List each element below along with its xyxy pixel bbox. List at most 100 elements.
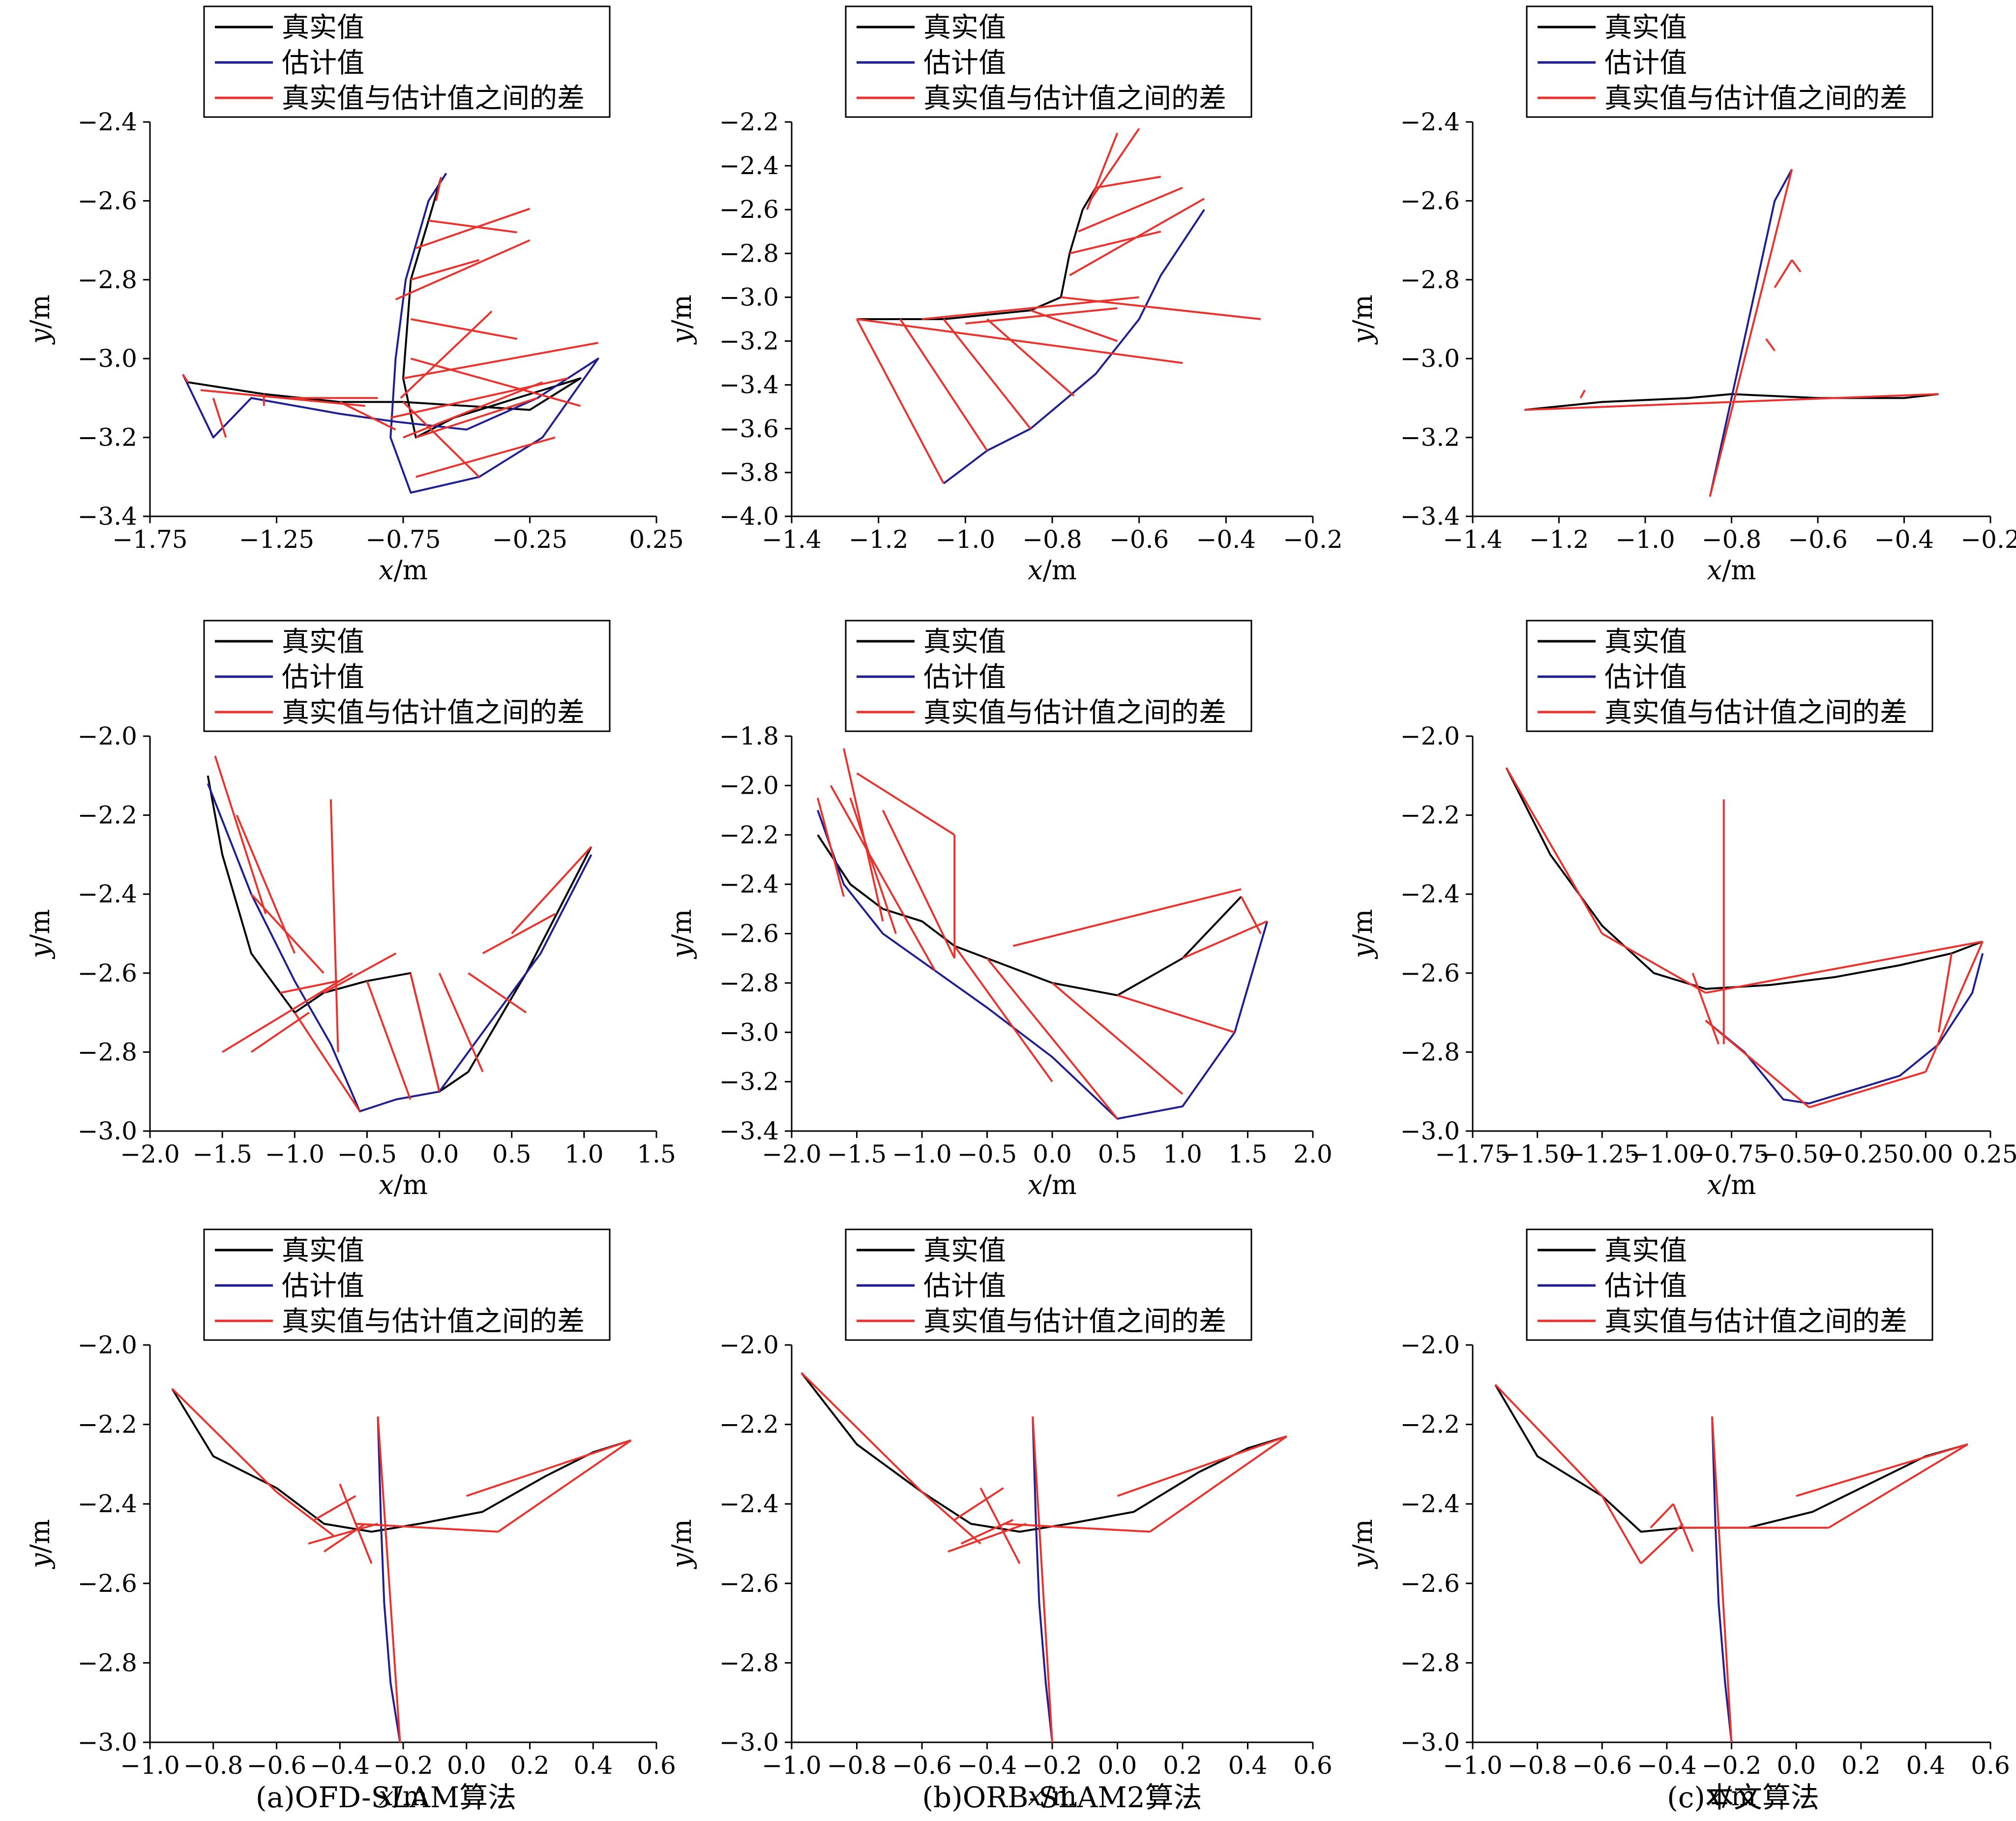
- x-tick-label: −0.6: [1788, 525, 1847, 554]
- y-tick-label: −3.0: [78, 344, 137, 373]
- y-tick-label: −2.2: [719, 821, 779, 849]
- difference-segment: [954, 1487, 1004, 1521]
- y-tick-label: −2.6: [719, 195, 779, 224]
- difference-segment: [468, 972, 527, 1014]
- x-tick-label: −0.75: [365, 525, 441, 554]
- true-value-line: [187, 177, 582, 439]
- difference-segment: [1711, 1416, 1733, 1743]
- x-tick-label: −1.75: [112, 525, 187, 554]
- difference-segment: [948, 1522, 1027, 1553]
- x-tick-label: 1.0: [564, 1140, 604, 1168]
- x-tick-label: 0.5: [492, 1140, 532, 1168]
- legend-label: 真实值与估计值之间的差: [282, 83, 585, 115]
- y-tick-label: −2.4: [78, 880, 137, 908]
- x-tick-label: 0.4: [1906, 1751, 1946, 1780]
- legend-label: 真实值与估计值之间的差: [923, 1306, 1226, 1338]
- difference-segment: [390, 377, 568, 419]
- panels: −1.75 −1.25 −0.75 −0.25 0.25 −2.4 −2.6 −2.8 −3.0…: [25, 5, 2016, 1812]
- x-tick-label: −1.0: [120, 1751, 179, 1780]
- difference-segment: [1505, 767, 1603, 934]
- x-tick-label: −1.0: [762, 1751, 821, 1780]
- legend-label: 真实值与估计值之间的差: [282, 697, 585, 729]
- y-tick-label: −2.6: [719, 920, 779, 948]
- legend-label: 真实值: [923, 12, 1006, 44]
- difference-segment: [1069, 198, 1205, 276]
- x-tick-label: −0.6: [247, 1751, 306, 1780]
- difference-segment: [856, 772, 955, 836]
- x-tick-label: 0.25: [1963, 1140, 2016, 1168]
- true-value-line: [207, 775, 593, 1093]
- x-tick-label: −2.0: [120, 1140, 179, 1168]
- x-tick-label: 0.0: [1098, 1751, 1137, 1780]
- difference-segment: [402, 401, 480, 478]
- x-tick-label: −0.4: [1196, 525, 1256, 554]
- y-tick-label: −3.2: [719, 327, 779, 356]
- y-axis-label: y/m: [1347, 1519, 1378, 1569]
- difference-segment: [339, 1484, 373, 1564]
- y-tick-label: −2.4: [1400, 880, 1460, 908]
- difference-segment: [482, 913, 556, 955]
- x-tick-label: −0.8: [827, 1751, 887, 1780]
- x-tick-label: 0.2: [510, 1751, 550, 1780]
- y-tick-label: −2.6: [1400, 959, 1460, 987]
- difference-segment: [323, 952, 397, 994]
- legend-label: 真实值与估计值之间的差: [1604, 697, 1907, 729]
- x-tick-label: −0.8: [183, 1751, 243, 1780]
- y-tick-label: −2.2: [1400, 801, 1460, 830]
- difference-segment: [403, 342, 598, 380]
- x-tick-label: −0.5: [957, 1140, 1017, 1168]
- legend-label: 估计值: [923, 661, 1006, 693]
- difference-segment: [1013, 888, 1242, 947]
- difference-segment: [921, 1491, 981, 1545]
- y-tick-label: −2.0: [1400, 1331, 1460, 1359]
- x-tick-label: −0.4: [1874, 525, 1934, 554]
- x-tick-label: −1.0: [892, 1140, 951, 1168]
- y-tick-label: −2.2: [719, 108, 779, 136]
- true-value-line: [171, 1388, 632, 1533]
- x-tick-label: −1.4: [1443, 525, 1502, 554]
- difference-segment: [400, 310, 493, 399]
- y-tick-label: −3.0: [1400, 344, 1460, 373]
- plot-area: [207, 755, 593, 1112]
- x-tick-label: −0.8: [1702, 525, 1761, 554]
- difference-segment: [1494, 1384, 1603, 1497]
- y-tick-label: −3.2: [719, 1068, 779, 1096]
- x-axis-label: x/m: [379, 1169, 428, 1200]
- y-tick-label: −1.8: [719, 722, 779, 750]
- y-tick-label: −3.4: [1400, 502, 1460, 531]
- x-tick-label: 0.2: [1841, 1751, 1881, 1780]
- y-axis-label: y/m: [1347, 909, 1378, 959]
- difference-segment: [953, 945, 1053, 1082]
- x-tick-label: −0.25: [1823, 1140, 1898, 1168]
- difference-segment: [1601, 932, 1706, 994]
- y-tick-label: −2.0: [1400, 722, 1460, 750]
- y-tick-label: −2.8: [1400, 1648, 1460, 1677]
- x-tick-label: 0.25: [629, 525, 683, 554]
- y-tick-label: −2.8: [78, 1648, 137, 1677]
- estimated-value-line: [943, 209, 1205, 484]
- x-tick-label: −0.4: [310, 1751, 370, 1780]
- x-axis-label: x/m: [1707, 1781, 1756, 1812]
- x-tick-label: −1.0: [1615, 525, 1675, 554]
- x-tick-label: −1.25: [1565, 1140, 1640, 1168]
- difference-segment: [857, 318, 1183, 364]
- difference-segment: [1705, 940, 1983, 994]
- x-tick-label: −0.6: [1109, 525, 1169, 554]
- plot-area: [856, 128, 1261, 484]
- legend-label: 估计值: [1604, 661, 1687, 693]
- difference-segment: [1937, 953, 1953, 1033]
- x-tick-label: −0.4: [957, 1751, 1017, 1780]
- x-tick-label: −1.50: [1500, 1140, 1575, 1168]
- difference-segment: [1069, 230, 1161, 255]
- chart-panel-c-2: −1.75−1.50−1.25−1.00−0.75−0.50−0.25 0.00 0…: [1347, 620, 2016, 1200]
- x-tick-label: −1.75: [1435, 1140, 1510, 1168]
- difference-segment: [960, 1519, 1014, 1545]
- difference-segment: [986, 318, 1075, 397]
- caption-c: (c)本文算法: [1667, 1781, 1819, 1814]
- difference-segment: [1672, 1503, 1694, 1552]
- difference-segment: [276, 1491, 334, 1537]
- x-tick-label: −0.6: [892, 1751, 951, 1780]
- chart-panel-c-3: −1.0 −0.8 −0.6 −0.4 −0.2 0.0 0.2 0.4 0.6 −2.0 −2.2…: [1347, 1228, 2010, 1812]
